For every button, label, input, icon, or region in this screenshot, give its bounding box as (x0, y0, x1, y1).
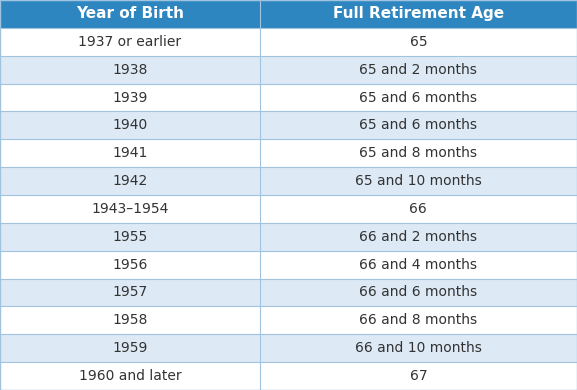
FancyBboxPatch shape (260, 334, 577, 362)
FancyBboxPatch shape (0, 195, 260, 223)
Text: 66: 66 (410, 202, 427, 216)
FancyBboxPatch shape (260, 362, 577, 390)
FancyBboxPatch shape (260, 83, 577, 112)
FancyBboxPatch shape (260, 251, 577, 278)
FancyBboxPatch shape (260, 278, 577, 307)
FancyBboxPatch shape (0, 83, 260, 112)
FancyBboxPatch shape (260, 307, 577, 334)
Text: 1939: 1939 (112, 90, 148, 105)
FancyBboxPatch shape (0, 139, 260, 167)
FancyBboxPatch shape (0, 307, 260, 334)
FancyBboxPatch shape (0, 167, 260, 195)
Text: 65: 65 (410, 35, 427, 49)
Text: 1960 and later: 1960 and later (78, 369, 181, 383)
FancyBboxPatch shape (0, 112, 260, 139)
Text: 1941: 1941 (112, 146, 148, 160)
FancyBboxPatch shape (260, 223, 577, 251)
Text: 1942: 1942 (112, 174, 148, 188)
FancyBboxPatch shape (0, 0, 260, 28)
Text: 65 and 6 months: 65 and 6 months (359, 118, 477, 132)
Text: 1940: 1940 (112, 118, 148, 132)
Text: 1943–1954: 1943–1954 (91, 202, 168, 216)
FancyBboxPatch shape (260, 139, 577, 167)
Text: 67: 67 (410, 369, 427, 383)
Text: 1959: 1959 (112, 341, 148, 355)
FancyBboxPatch shape (260, 0, 577, 28)
Text: 1956: 1956 (112, 258, 148, 272)
Text: 66 and 10 months: 66 and 10 months (355, 341, 482, 355)
FancyBboxPatch shape (260, 167, 577, 195)
FancyBboxPatch shape (260, 195, 577, 223)
FancyBboxPatch shape (0, 223, 260, 251)
Text: 1958: 1958 (112, 313, 148, 327)
Text: 65 and 6 months: 65 and 6 months (359, 90, 477, 105)
Text: 1937 or earlier: 1937 or earlier (78, 35, 181, 49)
FancyBboxPatch shape (260, 28, 577, 56)
Text: 66 and 6 months: 66 and 6 months (359, 285, 477, 300)
Text: 66 and 2 months: 66 and 2 months (359, 230, 477, 244)
FancyBboxPatch shape (0, 278, 260, 307)
FancyBboxPatch shape (260, 112, 577, 139)
Text: 66 and 4 months: 66 and 4 months (359, 258, 477, 272)
Text: 65 and 8 months: 65 and 8 months (359, 146, 477, 160)
Text: 65 and 10 months: 65 and 10 months (355, 174, 482, 188)
FancyBboxPatch shape (0, 251, 260, 278)
Text: 65 and 2 months: 65 and 2 months (359, 63, 477, 77)
FancyBboxPatch shape (0, 334, 260, 362)
Text: 1957: 1957 (112, 285, 148, 300)
Text: 1955: 1955 (112, 230, 148, 244)
Text: 1938: 1938 (112, 63, 148, 77)
Text: Full Retirement Age: Full Retirement Age (333, 6, 504, 21)
FancyBboxPatch shape (0, 28, 260, 56)
Text: Year of Birth: Year of Birth (76, 6, 184, 21)
Text: 66 and 8 months: 66 and 8 months (359, 313, 477, 327)
FancyBboxPatch shape (0, 56, 260, 83)
FancyBboxPatch shape (0, 362, 260, 390)
FancyBboxPatch shape (260, 56, 577, 83)
